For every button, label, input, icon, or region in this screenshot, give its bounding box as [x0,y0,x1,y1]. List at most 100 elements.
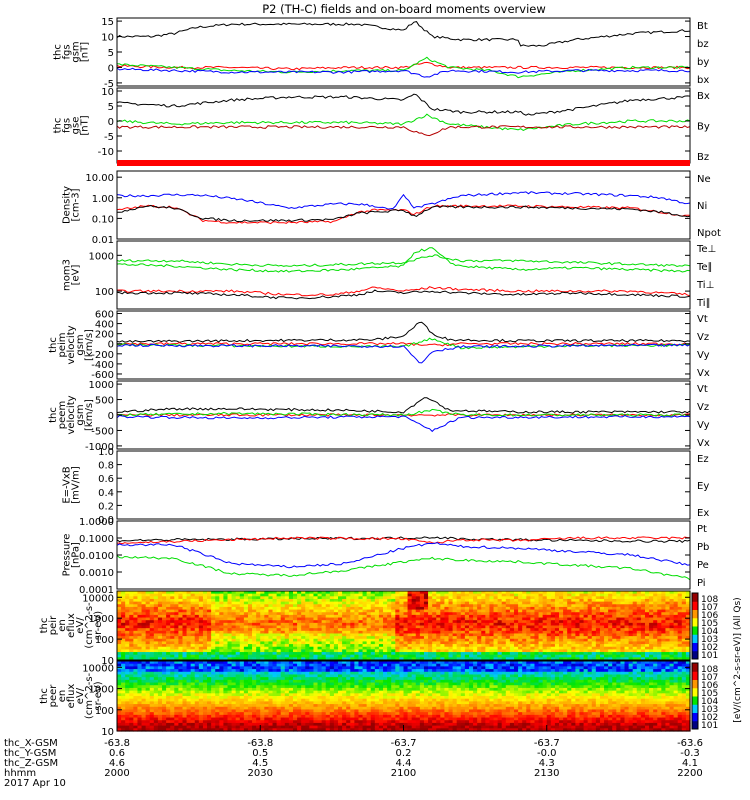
spec-cell [534,612,540,616]
spec-cell [207,654,212,658]
spec-cell [174,706,179,711]
spec-cell [198,638,204,643]
spec-cell [194,674,200,678]
spec-cell [235,725,241,729]
spec-cell [362,638,368,643]
spec-cell [583,598,589,603]
spec-cell [239,598,245,603]
spec-cell [231,669,237,673]
spec-cell [207,646,212,650]
spec-cell [636,641,642,645]
spec-cell [321,609,327,613]
spec-cell [272,633,278,637]
spec-cell [264,666,270,670]
spec-cell [534,649,540,653]
spec-cell [145,630,151,635]
spec-cell [628,609,634,613]
spec-cell [231,596,237,600]
spec-cell [211,714,216,719]
spec-cell [211,696,216,700]
spec-cell [473,598,478,603]
spec-cell [653,598,658,603]
spec-cell [636,593,642,597]
spec-cell [346,604,351,608]
spec-cell [141,722,147,727]
spec-cell [133,591,139,595]
spec-cell [133,612,139,616]
spec-cell [182,636,188,640]
spec-cell [215,690,220,694]
spec-cell [202,709,208,713]
spec-cell [657,638,662,643]
spec-cell [374,628,380,632]
spec-cell [280,617,286,621]
spec-cell [268,693,274,697]
spec-cell [182,725,188,729]
spec-cell [235,709,241,713]
spec-cell [247,720,253,724]
spec-cell [125,646,130,650]
spec-cell [243,693,249,697]
spec-cell [174,728,179,732]
spec-cell [264,644,270,648]
spec-cell [411,606,417,611]
panel-frame [116,450,691,520]
spec-cell [186,591,192,595]
spec-cell [243,661,249,665]
spec-cell [452,644,458,648]
spec-cell [145,687,151,692]
spec-cell [145,601,151,605]
spec-cell [145,663,151,667]
spec-cell [354,614,360,619]
legend-Te∥: Te∥ [696,262,713,273]
spec-cell [464,609,470,613]
spec-cell [153,677,159,681]
spec-cell [497,636,503,640]
spec-cell [284,601,290,605]
spec-cell [419,612,425,616]
spec-cell [608,654,613,658]
spec-cell [166,696,171,700]
spec-cell [497,657,503,661]
spec-cell [432,636,437,640]
spec-cell [207,641,212,645]
spec-cell [440,628,446,632]
spec-cell [440,657,446,661]
spec-cell [280,693,286,697]
spec-cell [190,633,196,637]
spec-cell [681,614,687,619]
spec-cell [530,649,536,653]
spec-cell [354,630,360,635]
spec-cell [231,709,237,713]
spec-cell [559,606,564,611]
spec-cell [157,725,163,729]
spec-cell [252,636,257,640]
spec-cell [440,638,446,643]
spec-cell [125,606,130,611]
spec-cell [190,722,196,727]
spec-cell [428,630,433,635]
spec-cell [456,622,462,627]
spec-cell [399,646,405,650]
spec-cell [399,596,405,600]
spec-cell [505,617,511,621]
spec-cell [428,604,433,608]
spec-cell [612,620,617,624]
spec-cell [383,644,388,648]
spec-cell [198,614,204,619]
spec-cell [501,598,507,603]
spec-cell [252,677,257,681]
spec-cell [448,596,454,600]
spec-cell [268,630,274,635]
spec-cell [632,617,638,621]
spec-cell [677,617,683,621]
spec-cell [292,601,298,605]
spec-cell [284,669,290,673]
spec-cell [231,612,237,616]
spec-cell [325,620,331,624]
spec-cell [141,704,147,708]
spec-cell [591,636,597,640]
spec-cell [669,649,675,653]
spec-cell [571,652,576,656]
spec-cell [612,593,617,597]
